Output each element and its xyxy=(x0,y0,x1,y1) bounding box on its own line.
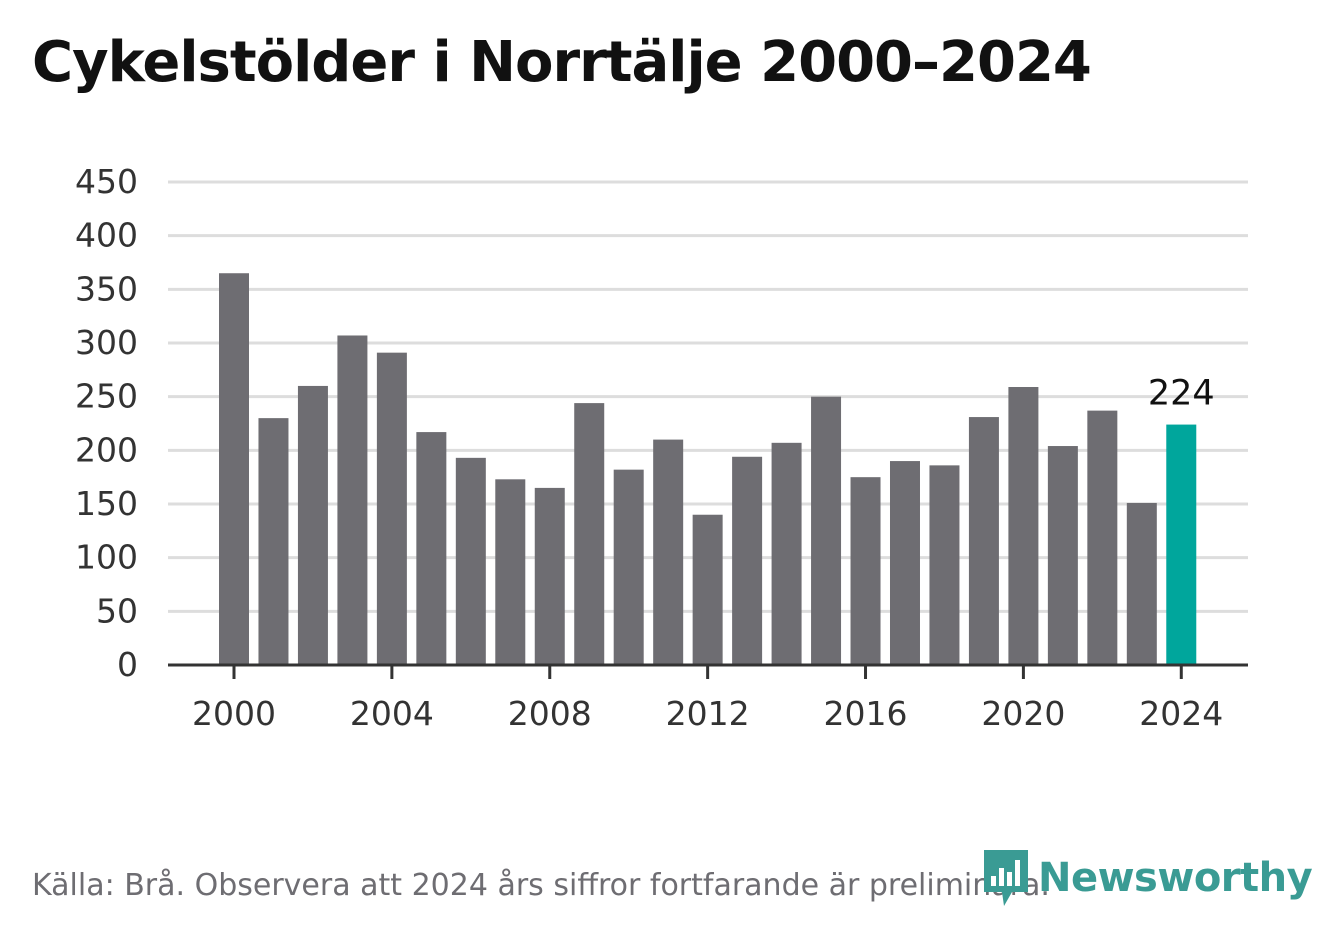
x-tick-label: 2016 xyxy=(824,694,908,733)
x-axis: 2000 2004 2008 2012 2016 2020 2024 xyxy=(168,663,1248,733)
y-tick-label: 250 xyxy=(75,377,138,416)
bar-2020 xyxy=(1008,387,1039,665)
y-tick-label: 300 xyxy=(75,323,138,362)
y-axis-ticks: 0 50 100 150 200 250 300 350 400 450 xyxy=(75,162,138,684)
bar-2010 xyxy=(613,469,644,665)
y-tick-label: 450 xyxy=(75,162,138,201)
bar-2002 xyxy=(297,385,328,665)
bar-2003 xyxy=(337,335,368,665)
bar-2009 xyxy=(574,403,605,665)
bar-2008 xyxy=(534,487,565,665)
bar-2016 xyxy=(850,477,881,665)
x-tick-label: 2004 xyxy=(350,694,434,733)
y-tick-label: 400 xyxy=(75,216,138,255)
bar-2018 xyxy=(929,465,960,665)
y-tick-label: 0 xyxy=(117,645,138,684)
logo-text: Newsworthy xyxy=(1038,855,1313,901)
newsworthy-logo: Newsworthy xyxy=(982,848,1313,908)
bar-2015 xyxy=(811,396,842,665)
x-tick-label: 2024 xyxy=(1139,694,1223,733)
y-tick-label: 200 xyxy=(75,430,138,469)
bar-2024 xyxy=(1166,424,1197,665)
data-labels: 224 xyxy=(1148,374,1215,414)
x-tick-label: 2000 xyxy=(192,694,276,733)
bar-2019 xyxy=(968,417,999,665)
bar-2014 xyxy=(771,442,802,665)
chart-title: Cykelstölder i Norrtälje 2000–2024 xyxy=(32,30,1092,95)
bar-2023 xyxy=(1126,502,1157,665)
bar-2006 xyxy=(455,457,486,665)
data-label: 224 xyxy=(1148,374,1215,414)
source-note: Källa: Brå. Observera att 2024 års siffr… xyxy=(32,868,1050,903)
x-tick-label: 2008 xyxy=(508,694,592,733)
y-tick-label: 350 xyxy=(75,269,138,308)
bar-2013 xyxy=(732,456,763,665)
y-tick-label: 50 xyxy=(96,591,138,630)
bar-2001 xyxy=(258,418,289,665)
bar-2005 xyxy=(416,432,447,665)
newsworthy-chart-icon xyxy=(984,850,1028,906)
bar-chart: 0 50 100 150 200 250 300 350 400 450 224 2000 2004… xyxy=(75,162,1248,733)
bar-2007 xyxy=(495,479,526,665)
x-tick-label: 2012 xyxy=(666,694,750,733)
bar-2000 xyxy=(219,273,249,665)
bar-2022 xyxy=(1087,410,1118,665)
bar-2004 xyxy=(376,352,407,665)
bar-2011 xyxy=(653,439,684,665)
bar-2012 xyxy=(692,514,723,665)
bars xyxy=(219,273,1197,665)
bar-2021 xyxy=(1047,446,1078,665)
y-tick-label: 100 xyxy=(75,538,138,577)
x-tick-label: 2020 xyxy=(981,694,1065,733)
bar-2017 xyxy=(889,461,920,665)
y-tick-label: 150 xyxy=(75,484,138,523)
